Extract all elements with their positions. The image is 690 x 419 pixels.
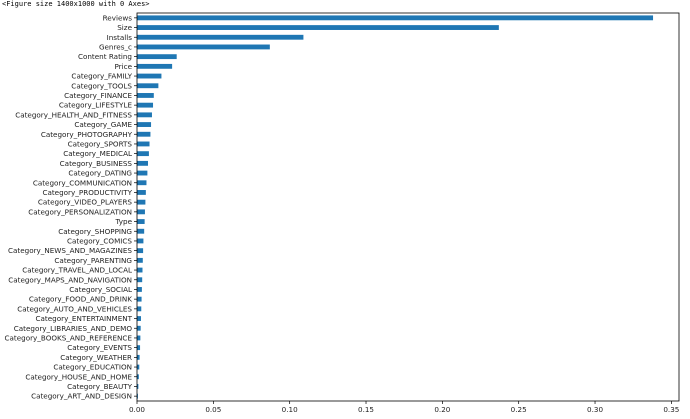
bar (137, 209, 145, 215)
y-tick-label: Category_BEAUTY (67, 382, 132, 391)
y-tick-label: Type (114, 217, 132, 226)
bars-group (137, 15, 654, 399)
bar (137, 248, 144, 254)
bar (137, 73, 162, 79)
y-tick-label: Category_GAME (74, 120, 132, 129)
bar (137, 384, 139, 389)
y-tick-label: Category_SPORTS (68, 139, 133, 148)
bar (137, 228, 145, 234)
bar (137, 267, 143, 273)
bar (137, 141, 150, 147)
y-tick-label: Category_WEATHER (60, 353, 132, 362)
y-tick-label: Category_BOOKS_AND_REFERENCE (4, 333, 132, 342)
y-tick-label: Category_AUTO_AND_VEHICLES (17, 304, 132, 313)
y-tick-label: Price (114, 62, 132, 71)
bar (137, 102, 154, 108)
y-tick-label: Category_SHOPPING (58, 227, 132, 236)
x-tick-label: 0.15 (358, 405, 374, 414)
y-tick-label: Category_HEALTH_AND_FITNESS (15, 110, 132, 119)
y-tick-label: Category_ART_AND_DESIGN (31, 392, 132, 401)
x-tick-label: 0.25 (511, 405, 527, 414)
y-tick-label: Category_COMICS (67, 236, 132, 245)
bar (137, 15, 654, 21)
bar (137, 316, 141, 321)
y-tick-label: Category_LIFESTYLE (59, 101, 133, 110)
bar (137, 306, 142, 312)
y-tick-label: Category_ENTERTAINMENT (36, 314, 133, 323)
bar (137, 122, 152, 127)
bar (137, 393, 138, 399)
y-tick-label: Category_BUSINESS (60, 159, 133, 168)
y-tick-label: Category_EVENTS (67, 343, 132, 352)
bar (137, 34, 304, 40)
x-tick-label: 0.20 (434, 405, 450, 414)
bar (137, 151, 149, 157)
y-tick-label: Category_LIBRARIES_AND_DEMO (14, 324, 133, 333)
bar (137, 345, 141, 351)
bar (137, 93, 154, 98)
x-tick-label: 0.10 (282, 405, 298, 414)
x-tick-label: 0.05 (205, 405, 221, 414)
y-tick-label: Genres_c (99, 42, 132, 51)
y-tick-label: Category_DATING (68, 169, 132, 178)
y-tick-label: Installs (107, 33, 133, 42)
bar (137, 296, 142, 302)
bar (137, 354, 140, 360)
y-tick-label: Content Rating (78, 52, 132, 61)
plot-frame (136, 12, 680, 402)
y-tick-label: Category_PARENTING (54, 256, 132, 265)
y-tick-label: Category_MEDICAL (63, 149, 132, 158)
bar (137, 257, 143, 263)
y-tick-label: Reviews (103, 13, 133, 22)
y-tick-label: Category_PERSONALIZATION (28, 207, 132, 216)
bar (137, 131, 151, 137)
bar (137, 374, 139, 380)
y-tick-label: Category_SOCIAL (69, 285, 132, 294)
y-tick-label: Size (117, 23, 132, 32)
y-tick-label: Category_FINANCE (64, 91, 132, 100)
bar (137, 112, 152, 118)
figure-caption: <Figure size 1400x1000 with 0 Axes> (2, 0, 150, 8)
bar (137, 44, 270, 50)
bar (137, 277, 143, 283)
bar (137, 63, 173, 69)
bar (137, 325, 141, 331)
bar (137, 160, 148, 166)
y-tick-label: Category_FAMILY (71, 72, 132, 81)
bar (137, 238, 144, 244)
x-tick-label: 0.00 (129, 405, 145, 414)
y-tick-label: Category_VIDEO_PLAYERS (38, 198, 133, 207)
x-tick-label: 0.30 (587, 405, 603, 414)
bar (137, 364, 140, 370)
x-axis: 0.00 0.05 0.10 0.15 0.20 0.25 0.30 0.35 (129, 401, 679, 414)
x-tick-label: 0.35 (663, 405, 679, 414)
y-tick-label: Category_FOOD_AND_DRINK (29, 295, 132, 304)
bar (137, 219, 145, 224)
bar (137, 287, 142, 292)
y-tick-label: Category_NEWS_AND_MAGAZINES (8, 246, 132, 255)
bar (137, 25, 499, 30)
y-tick-label: Category_PHOTOGRAPHY (41, 130, 133, 139)
y-tick-label: Category_COMMUNICATION (33, 178, 132, 187)
bar (137, 83, 159, 89)
bar (137, 335, 141, 341)
bar (137, 199, 146, 205)
bar (137, 180, 147, 186)
y-tick-label: Category_MAPS_AND_NAVIGATION (8, 275, 132, 284)
bar (137, 170, 148, 176)
bar (137, 190, 146, 195)
bar (137, 54, 177, 60)
y-tick-label: Category_TOOLS (71, 81, 132, 90)
y-tick-label: Category_HOUSE_AND_HOME (25, 372, 132, 381)
y-tick-label: Category_EDUCATION (53, 363, 132, 372)
y-tick-label: Category_PRODUCTIVITY (42, 188, 132, 197)
y-tick-label: Category_TRAVEL_AND_LOCAL (22, 266, 132, 275)
